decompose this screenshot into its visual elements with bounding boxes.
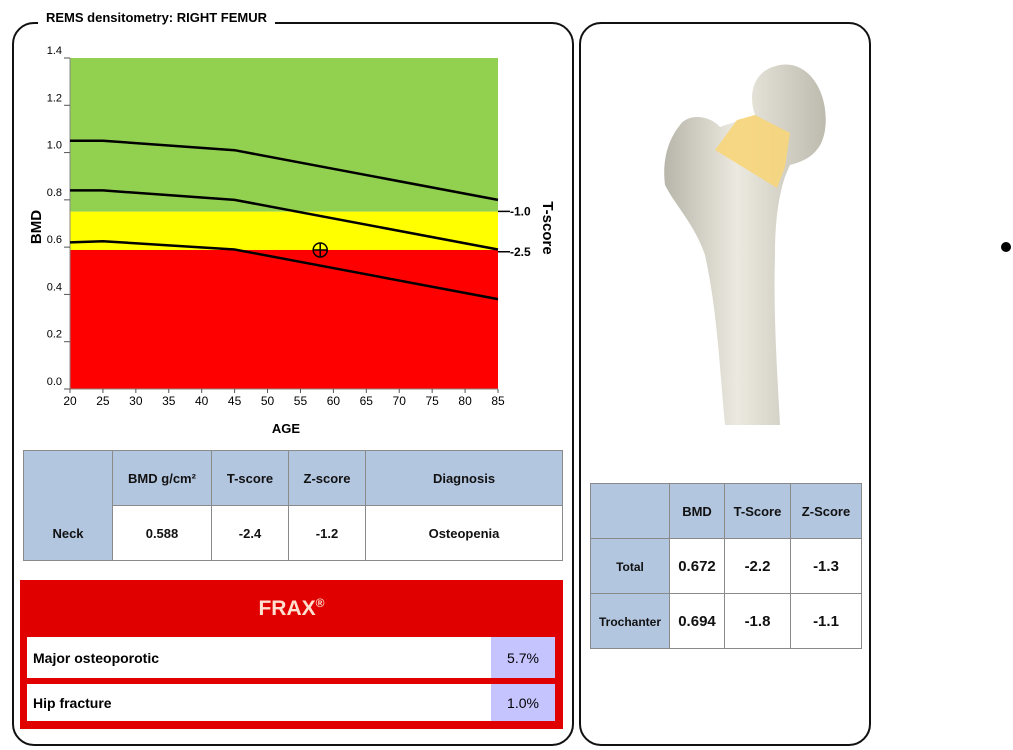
y-tick-label: 0.0 — [47, 376, 62, 388]
frax-value: 5.7% — [491, 637, 555, 678]
y-tick-label: 1.0 — [47, 140, 62, 152]
frax-value: 1.0% — [491, 684, 555, 721]
right-panel — [579, 22, 871, 746]
frax-title-text: FRAX — [258, 597, 316, 620]
row-label: Total — [590, 538, 670, 594]
left-panel — [12, 22, 574, 746]
reference-curve — [69, 239, 499, 301]
x-tick-label: 40 — [195, 394, 209, 408]
x-tick-label: 60 — [327, 394, 341, 408]
cell: -1.8 — [724, 593, 791, 649]
row-label: Neck — [52, 525, 84, 541]
neck-region — [715, 115, 790, 188]
y2-tick-label: -1.0 — [510, 204, 531, 218]
x-tick-label: 55 — [294, 394, 308, 408]
cell: 0.694 — [669, 593, 725, 649]
row-label: Trochanter — [590, 593, 670, 649]
x-tick-label: 85 — [491, 394, 505, 408]
hip-table: BMD T-Score Z-Score Total 0.672 -2.2 -1.… — [590, 483, 862, 649]
cell: -1.3 — [790, 538, 862, 594]
header-cell: Z-Score — [790, 483, 862, 539]
reference-curve — [70, 189, 499, 251]
header-cell: BMD g/cm² — [112, 450, 212, 506]
bullet-dot — [1001, 242, 1011, 252]
y-tick-label: 0.6 — [47, 234, 62, 246]
header-cell: Z-score — [288, 450, 366, 506]
header-cell: BMD — [669, 483, 725, 539]
cell: -2.2 — [724, 538, 791, 594]
x-tick-label: 45 — [228, 394, 242, 408]
x-tick-label: 30 — [129, 394, 143, 408]
row-header-bg — [590, 483, 670, 649]
reference-curve — [70, 139, 499, 202]
y2-tick-label: -2.5 — [510, 245, 531, 259]
panel-title: REMS densitometry: RIGHT FEMUR — [38, 10, 276, 25]
x-tick-label: 65 — [360, 394, 374, 408]
frax-label: Major osteoporotic — [27, 637, 491, 678]
x-tick-label: 25 — [96, 394, 110, 408]
neck-table: BMD g/cm² T-score Z-score Diagnosis Neck… — [23, 450, 563, 561]
row-header-bg — [23, 450, 113, 561]
header-cell: T-Score — [724, 483, 791, 539]
band — [70, 249, 498, 389]
cell: 0.672 — [669, 538, 725, 594]
cell: Osteopenia — [365, 505, 563, 561]
x-tick-label: 20 — [63, 394, 77, 408]
cell: -1.1 — [790, 593, 862, 649]
header-cell: T-score — [211, 450, 289, 506]
patient-crosshair — [313, 242, 328, 257]
frax-mark: ® — [315, 596, 325, 610]
frax-box: FRAX® Major osteoporotic 5.7% Hip fractu… — [20, 580, 563, 729]
femur-illustration — [664, 64, 826, 425]
x-axis-label: AGE — [272, 421, 301, 436]
frax-label: Hip fracture — [27, 684, 491, 721]
y-axis-label: BMD — [28, 210, 45, 244]
y-tick-label: 0.4 — [47, 281, 62, 293]
cell: 0.588 — [112, 505, 212, 561]
header-cell: Diagnosis — [365, 450, 563, 506]
x-tick-label: 80 — [458, 394, 472, 408]
y-tick-label: 1.4 — [47, 45, 62, 57]
y-tick-label: 1.2 — [47, 92, 62, 104]
y-tick-label: 0.2 — [47, 329, 62, 341]
cell: -1.2 — [288, 505, 366, 561]
cell: -2.4 — [211, 505, 289, 561]
y2-axis-label: T-score — [539, 201, 556, 254]
frax-title: FRAX® — [20, 596, 563, 621]
chart: 0.0 0.2 0.4 0.6 0.8 1.0 1.2 1.4 20 25 30 35 40 45 50 55… — [28, 45, 556, 436]
x-tick-label: 75 — [425, 394, 439, 408]
y-tick-label: 0.8 — [47, 187, 62, 199]
x-tick-label: 35 — [162, 394, 176, 408]
x-tick-label: 70 — [393, 394, 407, 408]
x-tick-label: 50 — [261, 394, 275, 408]
